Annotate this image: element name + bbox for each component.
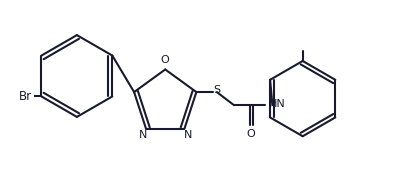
Text: N: N bbox=[139, 130, 147, 140]
Text: N: N bbox=[184, 130, 192, 140]
Text: S: S bbox=[213, 85, 221, 96]
Text: Br: Br bbox=[18, 90, 31, 103]
Text: O: O bbox=[161, 55, 170, 65]
Text: O: O bbox=[246, 129, 255, 139]
Text: HN: HN bbox=[269, 99, 286, 109]
